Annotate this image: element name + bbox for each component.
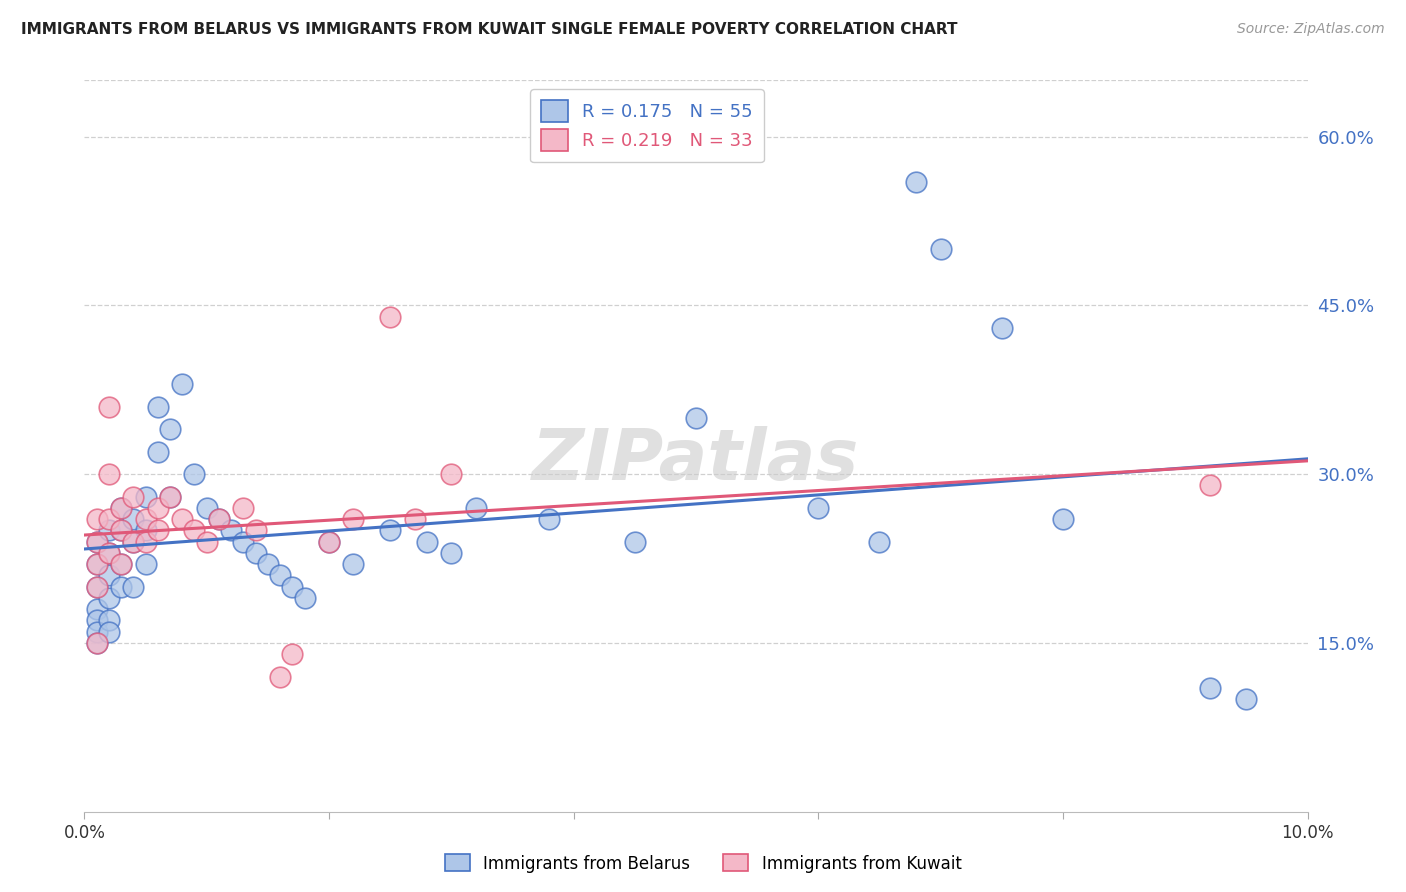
Point [991, 321, 1014, 335]
Point [122, 534, 145, 549]
Point [1052, 512, 1074, 526]
Point [281, 647, 304, 661]
Point [208, 512, 231, 526]
Point [1198, 478, 1220, 492]
Point [195, 500, 218, 515]
Point [624, 534, 647, 549]
Point [404, 512, 426, 526]
Point [232, 534, 254, 549]
Point [97, 568, 120, 582]
Point [86, 624, 108, 639]
Point [245, 524, 267, 538]
Point [110, 524, 132, 538]
Point [183, 524, 205, 538]
Point [172, 377, 194, 392]
Point [440, 467, 463, 482]
Point [219, 524, 242, 538]
Point [380, 524, 402, 538]
Point [869, 534, 891, 549]
Point [86, 602, 108, 616]
Point [86, 512, 108, 526]
Point [135, 534, 157, 549]
Point [905, 175, 928, 189]
Point [159, 422, 181, 436]
Point [110, 580, 132, 594]
Point [1198, 681, 1220, 695]
Point [86, 580, 108, 594]
Point [110, 524, 132, 538]
Point [110, 500, 132, 515]
Point [97, 546, 120, 560]
Point [135, 557, 157, 571]
Point [146, 500, 169, 515]
Point [86, 636, 108, 650]
Point [807, 500, 830, 515]
Point [281, 580, 304, 594]
Point [257, 557, 280, 571]
Point [97, 624, 120, 639]
Point [342, 512, 364, 526]
Point [86, 636, 108, 650]
Point [685, 410, 707, 425]
Legend: Immigrants from Belarus, Immigrants from Kuwait: Immigrants from Belarus, Immigrants from… [437, 847, 969, 880]
Point [86, 557, 108, 571]
Point [416, 534, 439, 549]
Point [97, 512, 120, 526]
Point [538, 512, 561, 526]
Point [318, 534, 340, 549]
Point [440, 546, 463, 560]
Point [208, 512, 231, 526]
Point [135, 490, 157, 504]
Point [380, 310, 402, 324]
Text: ZIPatlas: ZIPatlas [533, 426, 859, 495]
Point [86, 534, 108, 549]
Point [159, 490, 181, 504]
Point [1236, 692, 1258, 706]
Point [122, 580, 145, 594]
Point [294, 591, 316, 605]
Point [97, 400, 120, 414]
Point [183, 467, 205, 482]
Point [86, 614, 108, 628]
Point [122, 512, 145, 526]
Point [342, 557, 364, 571]
Point [245, 546, 267, 560]
Point [97, 591, 120, 605]
Point [110, 500, 132, 515]
Point [110, 557, 132, 571]
Point [122, 490, 145, 504]
Point [929, 242, 952, 256]
Point [97, 614, 120, 628]
Point [464, 500, 486, 515]
Point [146, 524, 169, 538]
Point [159, 490, 181, 504]
Point [97, 524, 120, 538]
Point [86, 580, 108, 594]
Text: Source: ZipAtlas.com: Source: ZipAtlas.com [1237, 22, 1385, 37]
Text: IMMIGRANTS FROM BELARUS VS IMMIGRANTS FROM KUWAIT SINGLE FEMALE POVERTY CORRELAT: IMMIGRANTS FROM BELARUS VS IMMIGRANTS FR… [21, 22, 957, 37]
Point [269, 568, 291, 582]
Legend: R = 0.175   N = 55, R = 0.219   N = 33: R = 0.175 N = 55, R = 0.219 N = 33 [530, 89, 763, 162]
Point [110, 557, 132, 571]
Point [135, 524, 157, 538]
Point [318, 534, 340, 549]
Point [269, 670, 291, 684]
Point [135, 512, 157, 526]
Point [146, 444, 169, 458]
Point [172, 512, 194, 526]
Point [146, 400, 169, 414]
Point [195, 534, 218, 549]
Point [97, 546, 120, 560]
Point [86, 534, 108, 549]
Point [232, 500, 254, 515]
Point [86, 557, 108, 571]
Point [122, 534, 145, 549]
Point [97, 467, 120, 482]
